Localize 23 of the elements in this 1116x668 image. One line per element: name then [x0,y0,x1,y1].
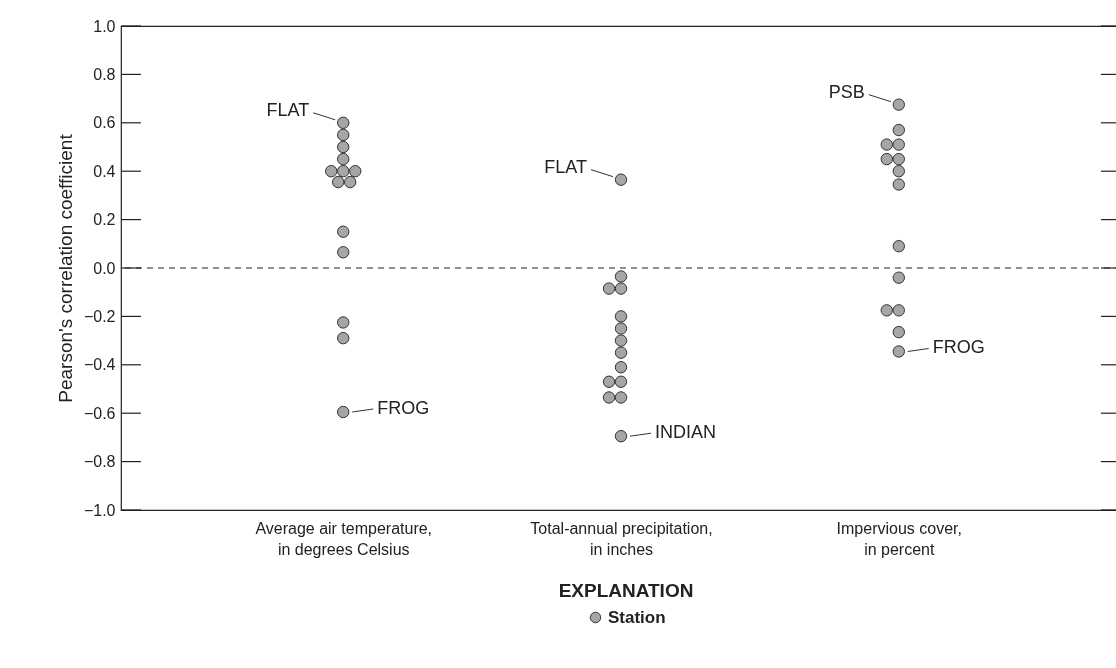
legend-label: Station [608,607,666,627]
y-tick-label: −0.8 [83,453,116,471]
x-tick-label: Average air temperature, in degrees Celsius [255,519,433,558]
x-tick-label: Total-annual precipitation, in inches [530,519,713,558]
y-tick-label: 0.4 [93,162,116,180]
legend-title: EXPLANATION [558,580,694,601]
y-tick-label: 0.8 [93,65,116,83]
y-tick-label: −1.0 [83,501,116,519]
y-tick-label: 1.0 [93,17,116,35]
annotation: PSB [828,81,865,102]
annotation: FROG [377,397,430,418]
y-tick-label: 0.2 [93,211,116,229]
y-axis-title: Pearson's correlation coefficient [54,133,76,403]
y-tick-label: −0.6 [83,404,116,422]
annotation: FLAT [544,156,587,177]
y-tick-label: −0.4 [83,356,116,374]
annotation: FROG [932,337,985,358]
y-tick-label: 0.0 [93,259,116,277]
x-tick-label: Impervious cover, in percent [836,519,962,558]
y-tick-label: 0.6 [93,114,116,132]
y-tick-label: −0.2 [83,307,116,325]
annotation: INDIAN [655,422,717,443]
annotation: FLAT [266,99,310,120]
